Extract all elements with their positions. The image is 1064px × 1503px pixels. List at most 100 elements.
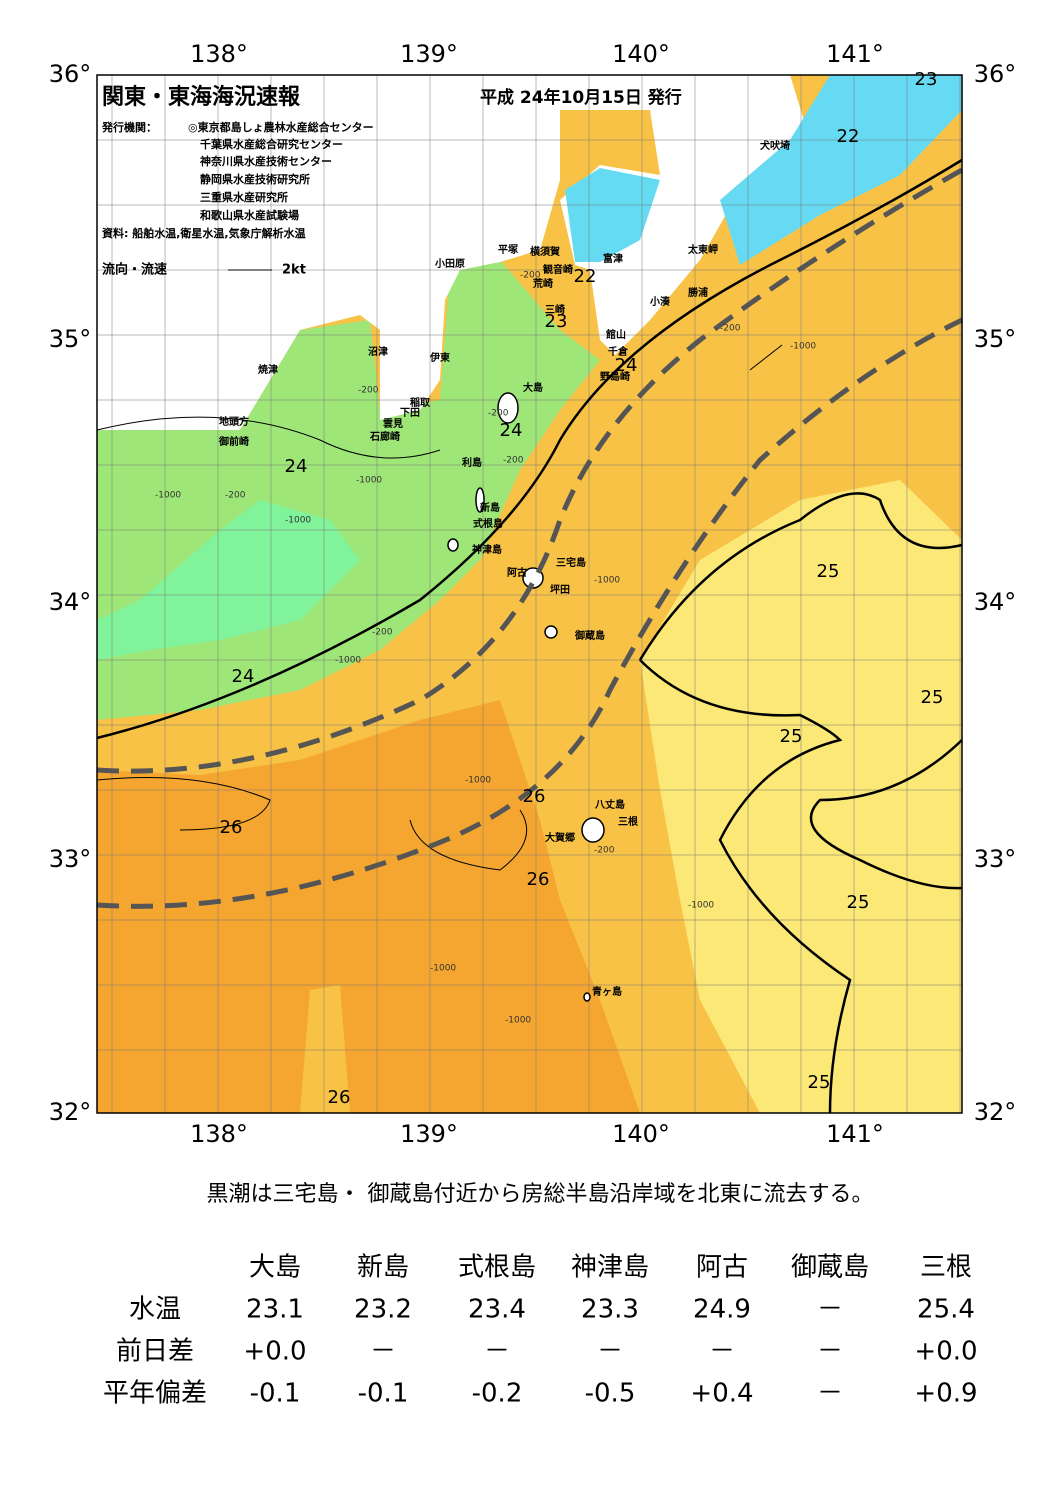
place-label: 勝浦 (688, 286, 708, 299)
source: 資料: 船舶水温,衛星水温,気象庁解析水温 (102, 226, 306, 240)
header: 関東・東海海況速報 平成 24年10月15日 発行 発行機関： ◎東京都島しょ農… (101, 84, 682, 278)
depth-label: -200 (520, 271, 541, 281)
cell: -0.1 (250, 1379, 301, 1409)
place-label: 千倉 (608, 345, 629, 358)
depth-label: -1000 (356, 476, 382, 486)
place-label: 坪田 (550, 583, 570, 596)
lat-label: 35° (974, 325, 1017, 353)
isotherm (96, 158, 963, 740)
legend-label: 流向・流速 (102, 262, 167, 278)
isotherm (639, 659, 852, 1114)
kuroshio (96, 167, 964, 909)
cell: 23.4 (468, 1295, 526, 1325)
depth-label: -1000 (505, 1016, 531, 1026)
column-header: 式根島 (458, 1253, 536, 1283)
island (497, 392, 519, 424)
lat-label: 34° (974, 588, 1017, 616)
island (544, 625, 558, 639)
labels: 138° 138° 139° 139° 140° 140° 141° 141° 36° 36° 35… (49, 40, 1017, 1148)
land (97, 75, 810, 430)
cell: +0.9 (914, 1379, 977, 1409)
depth-label: -1000 (335, 656, 361, 666)
cell: +0.0 (243, 1337, 306, 1367)
place-label: 館山 (605, 328, 626, 341)
publisher-label: 発行機関： (101, 120, 157, 134)
place-label: 御前崎 (218, 435, 249, 448)
column-header: 阿古 (696, 1253, 748, 1283)
isotherm (809, 739, 963, 890)
cold-zone (720, 75, 962, 265)
publisher: 静岡県水産技術研究所 (200, 172, 310, 186)
temp-label: 24 (232, 666, 255, 687)
island (475, 487, 485, 513)
lon-label: 138° (190, 1120, 248, 1148)
column-header: 神津島 (571, 1253, 649, 1283)
sea-zone (300, 985, 350, 1113)
lon-label: 139° (400, 40, 458, 68)
publisher: ◎東京都島しょ農林水産総合センター (188, 120, 374, 134)
issue-date: 平成 24年10月15日 発行 (480, 87, 682, 108)
lat-label: 32° (974, 1098, 1017, 1126)
place-label: 稲取 (410, 396, 431, 409)
place-label: 小湊 (649, 295, 671, 308)
place-label: 石廊崎 (369, 430, 400, 443)
cell: +0.4 (690, 1379, 753, 1409)
column-header: 大島 (249, 1253, 301, 1283)
cell: － (597, 1337, 623, 1367)
depth-label: -200 (720, 324, 741, 334)
lat-label: 36° (49, 60, 92, 88)
isotherm (96, 416, 441, 459)
lon-label: 138° (190, 40, 248, 68)
lon-label: 140° (612, 1120, 670, 1148)
place-label: 太東岬 (687, 243, 718, 256)
place-label: 利島 (462, 456, 482, 469)
cell: － (817, 1379, 843, 1409)
temp-label: 25 (921, 687, 944, 708)
lon-label: 141° (826, 40, 884, 68)
legend-speed: 2kt (282, 263, 306, 278)
lat-label: 35° (49, 325, 92, 353)
caption: 黒潮は三宅島・ 御蔵島付近から房総半島沿岸域を北東に流去する。 (207, 1182, 874, 1207)
column-header: 三根 (920, 1253, 972, 1283)
place-label: 沼津 (368, 345, 388, 358)
lat-label: 33° (49, 845, 92, 873)
cell: 23.3 (581, 1295, 639, 1325)
column-header: 新島 (357, 1253, 409, 1283)
temp-label: 24 (285, 456, 308, 477)
place-label: 式根島 (473, 517, 503, 530)
island (522, 567, 544, 589)
depth-label: -200 (372, 628, 393, 638)
lon-label: 139° (400, 1120, 458, 1148)
row-label: 前日差 (116, 1337, 194, 1367)
cell: － (709, 1337, 735, 1367)
lat-label: 33° (974, 845, 1017, 873)
temp-label: 26 (527, 869, 550, 890)
depth-label: -200 (594, 846, 615, 856)
row-label: 水温 (129, 1295, 181, 1325)
place-label: 伊東 (429, 351, 450, 364)
depth-label: -1000 (285, 516, 311, 526)
temp-label: 26 (523, 786, 546, 807)
publisher: 神奈川県水産技術センター (200, 154, 332, 168)
temp-label: 24 (615, 355, 638, 376)
cell: 23.1 (246, 1295, 304, 1325)
temp-label: 25 (847, 892, 870, 913)
cell: 24.9 (693, 1295, 751, 1325)
temp-label: 26 (220, 817, 243, 838)
place-label: 三宅島 (556, 556, 586, 569)
place-label: 野島崎 (600, 370, 630, 383)
temp-label: 25 (808, 1072, 831, 1093)
cool-core (97, 500, 360, 660)
place-label: 犬吠埼 (760, 139, 790, 152)
isotherm (638, 492, 963, 661)
depth-label: -200 (358, 386, 379, 396)
row-label: 平年偏差 (103, 1379, 207, 1409)
depth-label: -1000 (465, 776, 491, 786)
depth-label: -200 (225, 491, 246, 501)
place-label: 八丈島 (594, 798, 625, 811)
temp-label: 24 (500, 420, 523, 441)
depth-label: -1000 (155, 491, 181, 501)
cell: -0.2 (472, 1379, 523, 1409)
